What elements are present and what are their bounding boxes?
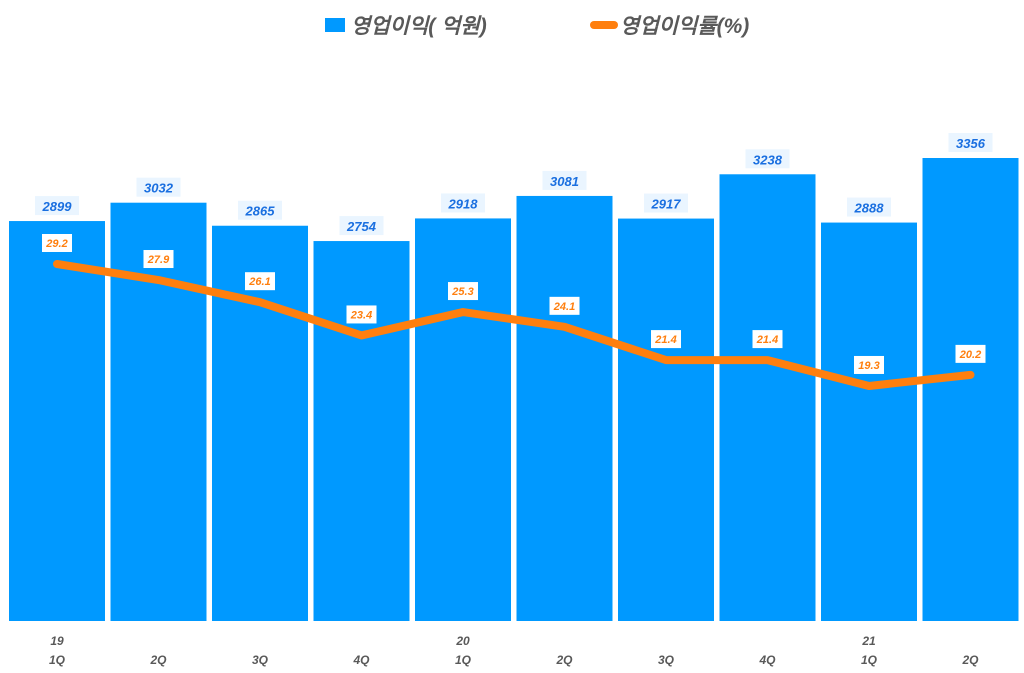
x-tick-quarter: 3Q [658,653,675,667]
line-value-label-bg [752,330,783,349]
bar-value-label-bg [948,133,993,152]
bar-value-label: 3356 [956,136,986,151]
bar-value-label-bg [35,196,79,216]
legend-label-operating-margin: 영업이익률(%) [620,15,750,38]
x-tick-quarter: 2Q [961,653,979,667]
line-value-label: 26.1 [248,276,270,288]
bar-value-label-bg [542,170,587,190]
bar-value-label-bg [238,200,282,220]
x-tick-quarter: 2Q [149,653,167,667]
line-value-label-bg [448,282,478,301]
legend-item-operating-profit: 영업이익( 억원) [325,10,487,40]
line-value-label-bg [549,296,580,315]
bar-value-label: 2917 [651,197,682,212]
bar-value-label: 2899 [42,199,73,214]
margin-line [53,260,975,390]
bar [922,158,1019,621]
x-tick-quarter: 2Q [555,653,573,667]
line-series: 29.2 27.9 26.1 23.4 25.3 24.1 21.4 21.4 19.3 20.2 [42,234,986,390]
bar [415,218,511,621]
bar [618,218,714,622]
legend-item-operating-margin: 영업이익률(%) [590,10,749,40]
x-tick-quarter: 4Q [758,653,776,667]
line-value-label-bg [955,344,986,363]
bar-value-label-bg [847,197,891,217]
bar [821,222,917,621]
line-value-label-bg [42,234,72,252]
line-value-label-bg [854,355,884,374]
x-axis: 19 1Q 2Q 3Q 4Q 20 1Q 2Q 3Q 4Q 21 1Q 2Q [49,634,979,667]
bar [313,241,410,621]
legend-label-operating-profit: 영업이익( 억원) [351,15,487,38]
bar-value-label-bg [136,177,181,197]
bar-value-label-bg [339,216,384,236]
line-value-label: 20.2 [959,349,981,361]
x-tick-year: 20 [455,634,470,648]
bar-series: 2899 3032 2865 2754 2918 3081 2917 3238 2888 3356 [9,133,1019,622]
bar-value-label: 3032 [144,181,174,196]
line-value-label-bg [651,330,681,349]
bar-value-label-bg [745,149,790,169]
line-value-label-bg [245,272,275,291]
bar [719,174,816,622]
x-tick-quarter: 4Q [352,653,370,667]
bar-value-label: 2888 [854,201,885,216]
bar-swatch-icon [325,18,345,32]
line-value-label: 23.4 [350,309,372,321]
bar-value-label-bg [441,193,485,213]
bar [516,195,613,621]
x-tick-year: 21 [861,634,876,648]
line-value-label: 21.4 [654,334,676,346]
line-value-label-bg [346,305,377,324]
bar-value-label: 2754 [346,219,377,234]
chart-legend: 영업이익( 억원) 영업이익률(%) [0,10,1024,40]
line-value-label: 27.9 [147,254,170,266]
line-value-label: 24.1 [553,301,575,313]
x-tick-quarter: 3Q [252,653,269,667]
line-swatch-icon [590,21,618,29]
x-tick-quarter: 1Q [49,653,66,667]
line-value-label: 29.2 [45,238,67,250]
x-tick-quarter: 1Q [455,653,472,667]
bar-value-label-bg [644,193,688,213]
bar [9,221,105,621]
bar-value-label: 2865 [245,204,276,219]
bar-value-label: 2918 [448,196,479,211]
line-value-label: 19.3 [858,360,879,372]
x-tick-year: 19 [50,634,64,648]
line-value-label: 25.3 [451,286,473,298]
line-value-label: 21.4 [756,334,778,346]
line-value-label-bg [143,250,174,269]
bar-value-label: 3081 [550,174,579,189]
x-tick-quarter: 1Q [861,653,878,667]
bar-value-label: 3238 [753,152,783,167]
